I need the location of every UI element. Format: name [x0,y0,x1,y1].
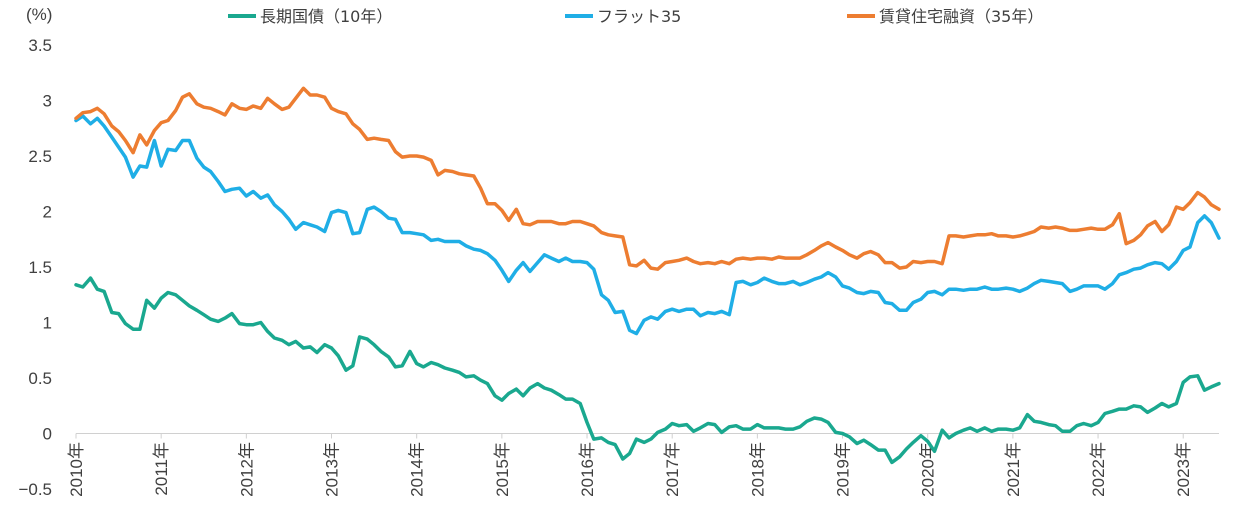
y-axis-unit-label: (%) [26,5,52,24]
y-tick-label: 1.5 [28,258,52,277]
x-tick-label: 2013年 [323,442,342,497]
y-tick-label: −0.5 [18,480,52,499]
x-tick-label: 2018年 [748,442,767,497]
y-axis: 3.5 3 2.5 2 1.5 1 0.5 0 −0.5 [18,36,52,499]
legend: 長期国債（10年） フラット35 賃貸住宅融資（35年） [228,7,1043,26]
y-tick-label: 1 [43,314,52,333]
x-tick-label: 2023年 [1174,442,1193,497]
series-line-flat35 [74,114,1221,336]
x-tick-label: 2010年 [67,442,86,497]
x-tick-label: 2021年 [1004,442,1023,497]
x-axis: 2010年 2011年 2012年 2013年 2014年 2015年 2016年 2017年… [67,433,1193,497]
x-tick-label: 2016年 [578,442,597,497]
y-tick-label: 2.5 [28,147,52,166]
legend-item-rental: 賃貸住宅融資（35年） [847,7,1043,26]
y-tick-label: 0.5 [28,369,52,388]
x-tick-label: 2012年 [237,442,256,497]
legend-item-jgb: 長期国債（10年） [228,7,392,26]
y-tick-label: 0 [43,425,52,444]
series-line-rental [74,86,1221,271]
x-tick-label: 2020年 [919,442,938,497]
x-tick-label: 2022年 [1089,442,1108,497]
x-tick-label: 2017年 [663,442,682,497]
legend-label-flat35: フラット35 [597,7,681,26]
legend-label-jgb: 長期国債（10年） [260,7,392,26]
x-tick-label: 2011年 [152,442,171,496]
x-tick-label: 2015年 [493,442,512,497]
legend-item-flat35: フラット35 [565,7,681,26]
x-tick-label: 2014年 [408,442,427,497]
y-tick-label: 3 [43,92,52,111]
y-tick-label: 3.5 [28,36,52,55]
series-line-jgb [74,276,1221,465]
x-tick-label: 2019年 [834,442,853,497]
series-lines [74,86,1221,465]
y-tick-label: 2 [43,203,52,222]
legend-label-rental: 賃貸住宅融資（35年） [879,7,1043,26]
